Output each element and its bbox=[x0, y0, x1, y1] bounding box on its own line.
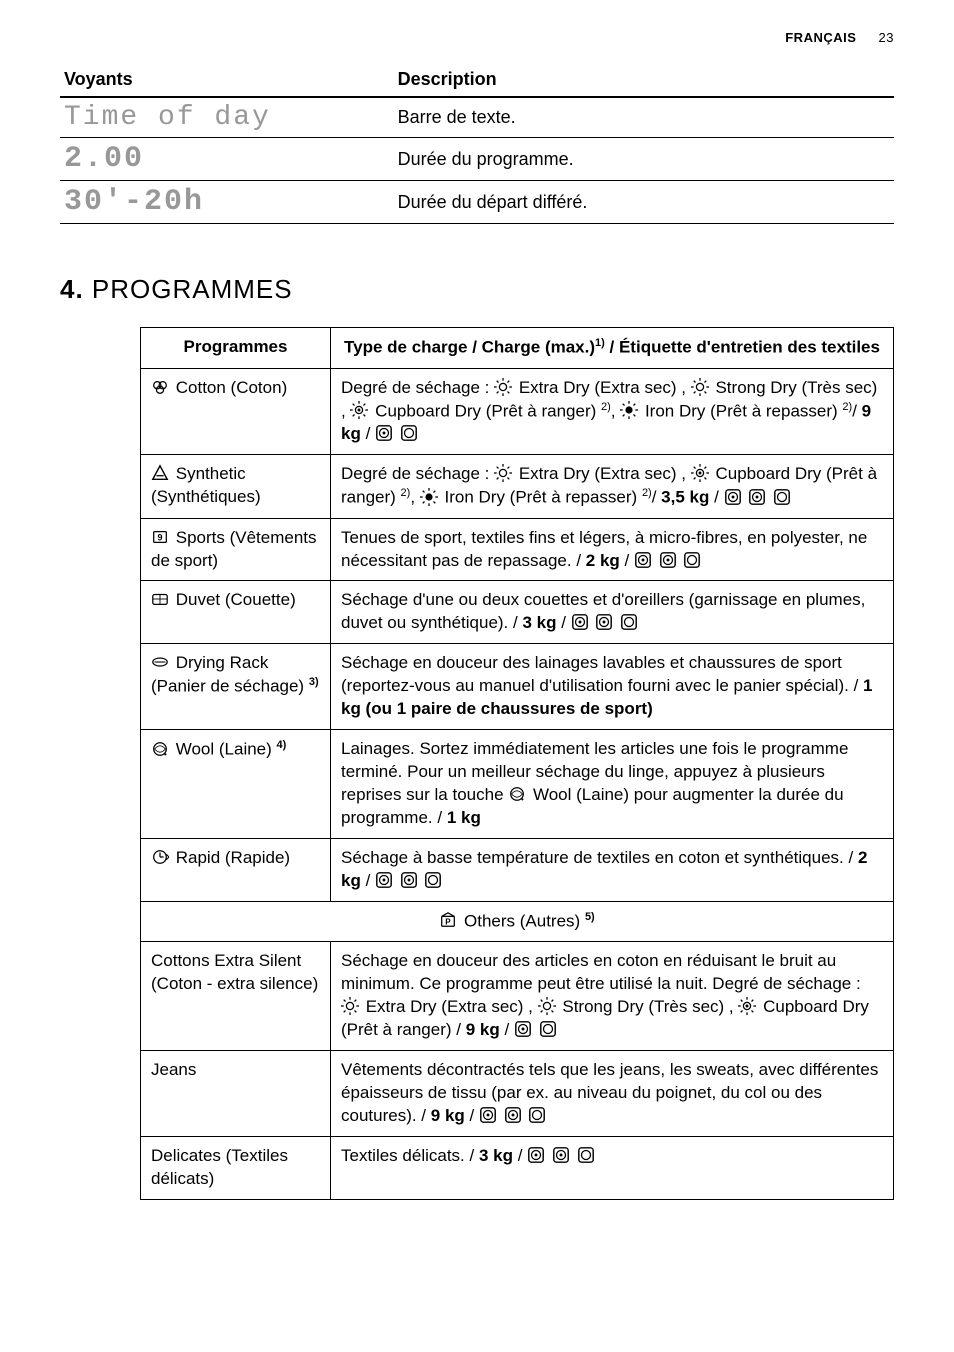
care-dot-icon bbox=[479, 1106, 497, 1124]
section-title: PROGRAMMES bbox=[92, 274, 293, 304]
cotton-icon bbox=[151, 378, 169, 396]
care-dot-icon bbox=[375, 871, 393, 889]
programmes-table: Programmes Type de charge / Charge (max.… bbox=[140, 327, 894, 1200]
prog-desc-cell: Séchage en douceur des lainages lavables… bbox=[331, 644, 894, 730]
care-dot-icon bbox=[504, 1106, 522, 1124]
rack-icon bbox=[151, 653, 169, 671]
prog-name-cell: Jeans bbox=[141, 1051, 331, 1137]
wool-icon bbox=[508, 785, 526, 803]
voyants-col1: Voyants bbox=[60, 63, 394, 97]
voyants-table: Voyants Description Time of dayBarre de … bbox=[60, 63, 894, 224]
header-page: 23 bbox=[879, 30, 894, 45]
prog-header-b: Type de charge / Charge (max.)1) / Étiqu… bbox=[331, 328, 894, 369]
prog-name-cell: Wool (Laine) 4) bbox=[141, 730, 331, 839]
care-dot-icon bbox=[659, 551, 677, 569]
section-number: 4. bbox=[60, 274, 84, 304]
sun-open-icon bbox=[691, 378, 709, 396]
sun-open-icon bbox=[538, 997, 556, 1015]
sports-icon bbox=[151, 528, 169, 546]
prog-name-cell: Rapid (Rapide) bbox=[141, 838, 331, 901]
care-empty-icon bbox=[577, 1146, 595, 1164]
care-dot-icon bbox=[527, 1146, 545, 1164]
care-dot-icon bbox=[514, 1020, 532, 1038]
sun-open-icon bbox=[341, 997, 359, 1015]
prog-desc-cell: Lainages. Sortez immédiatement les artic… bbox=[331, 730, 894, 839]
prog-desc-cell: Séchage d'une ou deux couettes et d'orei… bbox=[331, 581, 894, 644]
care-dot-icon bbox=[375, 424, 393, 442]
voyants-lcd: 30'-20h bbox=[60, 181, 394, 224]
header-lang: FRANÇAIS bbox=[785, 30, 856, 45]
care-dot-icon bbox=[724, 488, 742, 506]
care-empty-icon bbox=[773, 488, 791, 506]
prog-name-cell: Duvet (Couette) bbox=[141, 581, 331, 644]
sun-open-icon bbox=[494, 378, 512, 396]
wool-icon bbox=[151, 740, 169, 758]
voyants-lcd: 2.00 bbox=[60, 138, 394, 181]
prog-header-a: Programmes bbox=[141, 328, 331, 369]
care-empty-icon bbox=[400, 424, 418, 442]
care-empty-icon bbox=[528, 1106, 546, 1124]
prog-name-cell: Synthetic (Synthétiques) bbox=[141, 455, 331, 519]
sun-dot-icon bbox=[738, 997, 756, 1015]
care-empty-icon bbox=[539, 1020, 557, 1038]
sun-fill-icon bbox=[620, 401, 638, 419]
care-dot-icon bbox=[571, 613, 589, 631]
care-dot-icon bbox=[552, 1146, 570, 1164]
care-dot-icon bbox=[634, 551, 652, 569]
page-header: FRANÇAIS 23 bbox=[60, 30, 894, 45]
voyants-col2: Description bbox=[394, 63, 894, 97]
prog-desc-cell: Séchage à basse température de textiles … bbox=[331, 838, 894, 901]
prog-name-cell: Sports (Vêtements de sport) bbox=[141, 518, 331, 581]
duvet-icon bbox=[151, 590, 169, 608]
care-empty-icon bbox=[620, 613, 638, 631]
prog-divider-row: Others (Autres) 5) bbox=[141, 901, 894, 942]
care-empty-icon bbox=[424, 871, 442, 889]
care-empty-icon bbox=[683, 551, 701, 569]
prog-desc-cell: Degré de séchage : Extra Dry (Extra sec)… bbox=[331, 368, 894, 454]
care-dot-icon bbox=[748, 488, 766, 506]
sun-dot-icon bbox=[691, 464, 709, 482]
synthetic-icon bbox=[151, 464, 169, 482]
prog-name-cell: Cotton (Coton) bbox=[141, 368, 331, 454]
prog-name-cell: Delicates (Textiles délicats) bbox=[141, 1136, 331, 1199]
prog-desc-cell: Textiles délicats. / 3 kg / bbox=[331, 1136, 894, 1199]
sun-dot-icon bbox=[350, 401, 368, 419]
prog-desc-cell: Séchage en douceur des articles en coton… bbox=[331, 942, 894, 1051]
prog-desc-cell: Tenues de sport, textiles fins et légers… bbox=[331, 518, 894, 581]
section-heading: 4. PROGRAMMES bbox=[60, 274, 894, 305]
care-dot-icon bbox=[595, 613, 613, 631]
prog-desc-cell: Vêtements décontractés tels que les jean… bbox=[331, 1051, 894, 1137]
prog-name-cell: Drying Rack (Panier de séchage) 3) bbox=[141, 644, 331, 730]
others-icon bbox=[439, 911, 457, 929]
sun-open-icon bbox=[494, 464, 512, 482]
voyants-desc: Barre de texte. bbox=[394, 97, 894, 138]
prog-name-cell: Cottons Extra Silent (Coton - extra sile… bbox=[141, 942, 331, 1051]
rapid-icon bbox=[151, 848, 169, 866]
prog-desc-cell: Degré de séchage : Extra Dry (Extra sec)… bbox=[331, 455, 894, 519]
voyants-lcd: Time of day bbox=[60, 97, 394, 138]
care-dot-icon bbox=[400, 871, 418, 889]
voyants-desc: Durée du programme. bbox=[394, 138, 894, 181]
voyants-desc: Durée du départ différé. bbox=[394, 181, 894, 224]
sun-fill-icon bbox=[420, 488, 438, 506]
